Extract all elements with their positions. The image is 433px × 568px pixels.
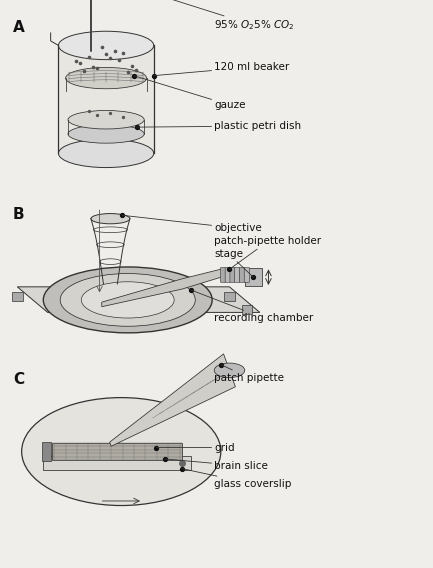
Ellipse shape xyxy=(91,214,130,224)
FancyBboxPatch shape xyxy=(235,268,240,282)
Ellipse shape xyxy=(214,363,245,378)
FancyBboxPatch shape xyxy=(225,268,230,282)
Text: plastic petri dish: plastic petri dish xyxy=(136,121,301,131)
Ellipse shape xyxy=(68,125,144,143)
Polygon shape xyxy=(58,45,154,153)
Polygon shape xyxy=(43,456,191,470)
Text: glass coverslip: glass coverslip xyxy=(182,469,292,489)
FancyBboxPatch shape xyxy=(230,268,235,282)
FancyBboxPatch shape xyxy=(220,268,226,282)
Text: stage: stage xyxy=(214,249,253,277)
Text: patch-pipette holder: patch-pipette holder xyxy=(214,236,321,269)
Text: gauze: gauze xyxy=(134,76,246,110)
Text: grid: grid xyxy=(156,442,235,453)
Ellipse shape xyxy=(58,139,154,168)
FancyBboxPatch shape xyxy=(55,305,66,314)
FancyBboxPatch shape xyxy=(239,268,245,282)
Text: $95\%\ O_2 5\%\ CO_2$: $95\%\ O_2 5\%\ CO_2$ xyxy=(93,0,295,32)
Ellipse shape xyxy=(65,68,146,89)
FancyBboxPatch shape xyxy=(12,292,23,301)
Text: C: C xyxy=(13,372,24,387)
Ellipse shape xyxy=(81,282,174,318)
Text: objective: objective xyxy=(122,215,262,233)
FancyBboxPatch shape xyxy=(245,268,262,286)
Polygon shape xyxy=(52,443,182,460)
FancyBboxPatch shape xyxy=(242,305,252,314)
Text: brain slice: brain slice xyxy=(165,459,268,471)
Text: B: B xyxy=(13,207,25,222)
Text: recording chamber: recording chamber xyxy=(191,290,313,323)
Ellipse shape xyxy=(58,31,154,60)
Polygon shape xyxy=(17,287,260,312)
Bar xyxy=(42,442,51,461)
Ellipse shape xyxy=(22,398,221,506)
Polygon shape xyxy=(102,269,223,307)
Ellipse shape xyxy=(43,267,212,333)
Polygon shape xyxy=(110,354,236,446)
Text: patch pipette: patch pipette xyxy=(214,365,284,383)
Ellipse shape xyxy=(60,274,195,326)
FancyBboxPatch shape xyxy=(244,268,249,282)
Text: 120 ml beaker: 120 ml beaker xyxy=(154,62,290,76)
FancyBboxPatch shape xyxy=(224,292,235,301)
Text: A: A xyxy=(13,20,25,35)
Ellipse shape xyxy=(68,111,144,129)
